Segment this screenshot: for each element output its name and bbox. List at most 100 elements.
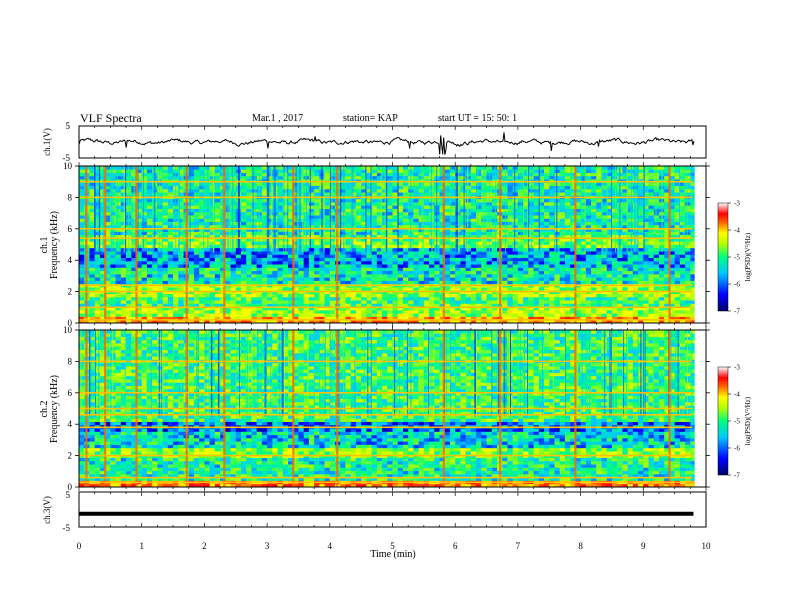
spectro-cell xyxy=(653,316,660,321)
spectro-cell xyxy=(303,260,310,265)
spectro-cell xyxy=(345,277,352,281)
spectro-cell xyxy=(617,313,623,317)
spectro-cell xyxy=(371,313,378,317)
spectro-cell xyxy=(669,260,676,265)
spectro-cell xyxy=(246,309,252,314)
spectro-cell xyxy=(209,313,216,317)
spectro-cell xyxy=(596,309,602,314)
spectro-cell xyxy=(585,264,592,268)
spectro-cell xyxy=(376,316,383,321)
spectro-cell xyxy=(361,188,367,193)
spectro-cell xyxy=(89,257,96,262)
spectro-cell xyxy=(674,244,681,249)
spectro-cell xyxy=(382,260,388,265)
spectro-cell xyxy=(282,273,289,278)
spectro-cell xyxy=(361,303,367,308)
spectro-cell xyxy=(570,267,576,272)
spectro-cell xyxy=(533,303,540,308)
spectro-cell xyxy=(648,303,655,308)
spectro-cell xyxy=(220,293,226,298)
spectro-cell xyxy=(162,296,169,301)
spectro-cell xyxy=(272,260,278,265)
spectro-cell xyxy=(251,306,258,311)
spectro-cell xyxy=(214,205,221,209)
spectro-cell xyxy=(376,228,383,232)
spectro-cell xyxy=(240,267,247,272)
spectro-cell xyxy=(444,247,451,252)
spectro-cell xyxy=(314,257,320,262)
spectro-cell xyxy=(564,247,571,252)
spectro-cell xyxy=(674,221,681,226)
spectro-cell xyxy=(517,273,524,278)
spectro-cell xyxy=(491,201,498,206)
spectro-cell xyxy=(476,192,482,196)
spectro-cell xyxy=(220,296,226,301)
spectro-cell xyxy=(355,319,362,324)
spectro-cell xyxy=(606,221,613,226)
spectro-cell xyxy=(643,319,649,324)
spectro-cell xyxy=(549,280,555,285)
spectro-cell xyxy=(627,237,634,242)
spectro-cell xyxy=(366,221,373,226)
spectro-cell xyxy=(267,300,273,304)
spectro-cell xyxy=(314,198,320,203)
spectro-cell xyxy=(632,319,639,324)
spectro-cell xyxy=(115,293,122,298)
spectro-cell xyxy=(460,208,467,213)
spectro-cell xyxy=(439,306,446,311)
spectro-cell xyxy=(167,277,174,281)
spectro-cell xyxy=(460,260,467,265)
spectro-cell xyxy=(188,280,195,285)
spectro-cell xyxy=(277,264,284,268)
spectro-cell xyxy=(679,205,686,209)
spectro-cell xyxy=(402,303,409,308)
spectro-cell xyxy=(277,188,284,193)
spectro-cell xyxy=(444,244,451,249)
spectro-cell xyxy=(580,221,587,226)
spectro-cell xyxy=(371,300,378,304)
spectro-cell xyxy=(507,218,514,222)
spectro-cell xyxy=(246,277,252,281)
spectro-cell xyxy=(470,277,477,281)
spectro-cell xyxy=(387,241,393,245)
spectro-cell xyxy=(261,251,268,255)
spectro-cell xyxy=(674,280,681,285)
spectro-cell xyxy=(580,188,587,193)
spectro-cell xyxy=(397,273,404,278)
spectro-cell xyxy=(220,270,226,275)
spectro-cell xyxy=(204,293,211,298)
spectro-cell xyxy=(617,316,623,321)
spectro-cell xyxy=(538,211,545,216)
spectro-cell xyxy=(585,234,592,239)
spectro-cell xyxy=(115,221,122,226)
spectro-cell xyxy=(502,273,508,278)
spectro-cell xyxy=(434,251,440,255)
spectro-cell xyxy=(580,247,587,252)
spectro-cell xyxy=(282,319,289,324)
spectro-cell xyxy=(267,270,273,275)
spectro-cell xyxy=(397,300,404,304)
spectro-cell xyxy=(538,260,545,265)
spectro-cell xyxy=(256,287,263,291)
spectro-cell xyxy=(235,260,242,265)
spectro-cell xyxy=(418,319,425,324)
spectro-cell xyxy=(638,306,644,311)
spectro-cell xyxy=(214,221,221,226)
spectro-cell xyxy=(512,201,519,206)
spectro-cell xyxy=(549,221,555,226)
spectro-cell xyxy=(350,270,357,275)
spectro-cell xyxy=(220,251,226,255)
spectro-cell xyxy=(491,241,498,245)
spectro-cell xyxy=(366,313,373,317)
spectro-cell xyxy=(538,237,545,242)
spectro-cell xyxy=(340,211,346,216)
spectro-cell xyxy=(559,257,566,262)
spectro-cell xyxy=(392,316,399,321)
spectro-cell xyxy=(157,316,164,321)
spectro-cell xyxy=(674,211,681,216)
spectro-cell xyxy=(167,300,174,304)
spectro-cell xyxy=(470,264,477,268)
spectro-cell xyxy=(193,306,200,311)
spectro-cell xyxy=(199,270,205,275)
spectro-cell xyxy=(261,228,268,232)
